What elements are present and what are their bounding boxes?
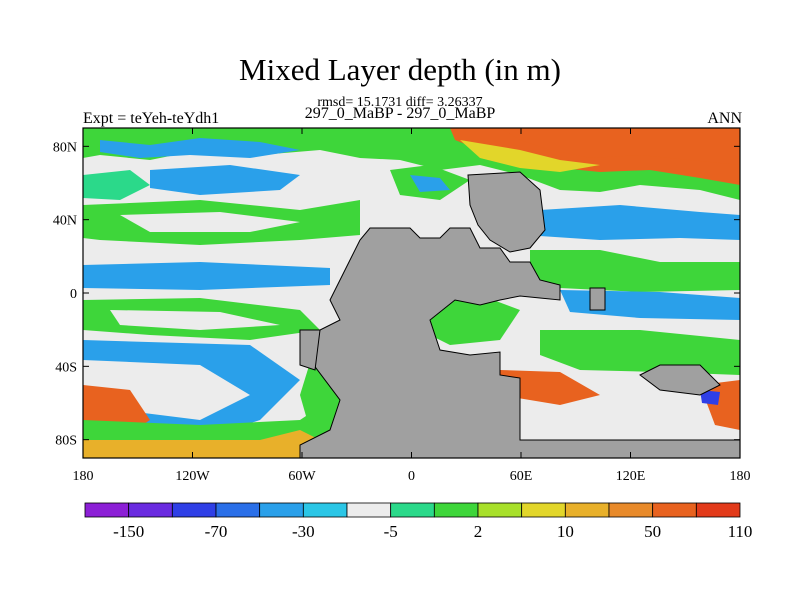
x-tick-label: 120W: [175, 469, 210, 484]
field-wpac-green: [530, 250, 740, 292]
colorbar-label: 50: [644, 522, 661, 541]
season-label: ANN: [707, 110, 742, 127]
y-tick-label: 40S: [55, 360, 77, 375]
colorbar-swatch: [564, 502, 610, 518]
land-masses: [299, 171, 740, 458]
colorbar-swatch: [608, 502, 654, 518]
y-tick-label: 80S: [55, 434, 77, 449]
colorbar-label: 2: [474, 522, 483, 541]
field-arctic-yellow: [460, 140, 600, 172]
field-so-yellow: [83, 430, 330, 458]
land-island-1: [589, 287, 606, 311]
colorbar-label: -30: [292, 522, 315, 541]
field-wpac-blue: [540, 205, 740, 240]
field-npac-blue2: [150, 165, 300, 195]
x-axis: 180 120W 60W 0 60E 120E 180: [73, 128, 751, 484]
y-tick-label: 0: [70, 287, 77, 302]
colorbar-swatch: [128, 502, 173, 518]
colorbar-swatch: [390, 502, 435, 518]
field-eq-blue: [83, 262, 330, 290]
colorbar-label: 110: [728, 522, 753, 541]
x-tick-label: 60W: [288, 469, 316, 484]
colorbar-swatch: [171, 502, 217, 518]
x-tick-label: 180: [73, 469, 94, 484]
land-island-2: [299, 329, 321, 371]
colorbar-swatch: [259, 502, 304, 518]
land-australia-like: [639, 364, 721, 396]
colorbar-swatch: [215, 502, 261, 518]
field-spac-white: [110, 310, 280, 330]
colorbar-label: 10: [557, 522, 574, 541]
x-tick-label: 180: [730, 469, 751, 484]
x-tick-label: 60E: [510, 469, 533, 484]
chart-title: Mixed Layer depth (in m): [239, 52, 561, 87]
field-sind-orange: [500, 370, 600, 405]
map-field: [83, 128, 740, 458]
colorbar-swatch: [652, 502, 697, 518]
colorbar-swatch: [477, 502, 523, 518]
colorbar-label: -150: [113, 522, 144, 541]
field-spac2-green: [540, 330, 740, 375]
colorbar-swatch: [695, 502, 741, 518]
field-npac-teal: [83, 170, 150, 200]
field-npac-white: [120, 212, 300, 232]
field-npac-blue: [100, 138, 300, 158]
x-tick-label: 0: [408, 469, 415, 484]
colorbar-swatch: [521, 502, 566, 518]
field-natl-blue: [410, 175, 450, 192]
chart-subtitle: 297_0_MaBP - 297_0_MaBP: [304, 105, 496, 122]
colorbar-swatch: [84, 502, 130, 518]
y-axis: 80N 40N 0 40S 80S: [53, 140, 740, 449]
colorbar-label: -70: [205, 522, 228, 541]
experiment-label: Expt = teYeh-teYdh1: [83, 110, 220, 127]
colorbar-swatch: [433, 502, 479, 518]
colorbar-label: -5: [384, 522, 398, 541]
colorbar-swatch: [346, 502, 392, 518]
colorbar: -150 -70 -30 -5 2 10 50 110: [84, 502, 753, 541]
colorbar-swatch: [302, 502, 348, 518]
y-tick-label: 40N: [53, 214, 77, 229]
field-arctic-orange2: [500, 128, 740, 165]
land-europe-asia-north: [467, 171, 546, 253]
x-tick-label: 120E: [616, 469, 646, 484]
stats-line: rmsd= 15.1731 diff= 3.26337: [317, 95, 483, 110]
y-tick-label: 80N: [53, 140, 77, 155]
field-so-darkblue: [700, 390, 720, 405]
